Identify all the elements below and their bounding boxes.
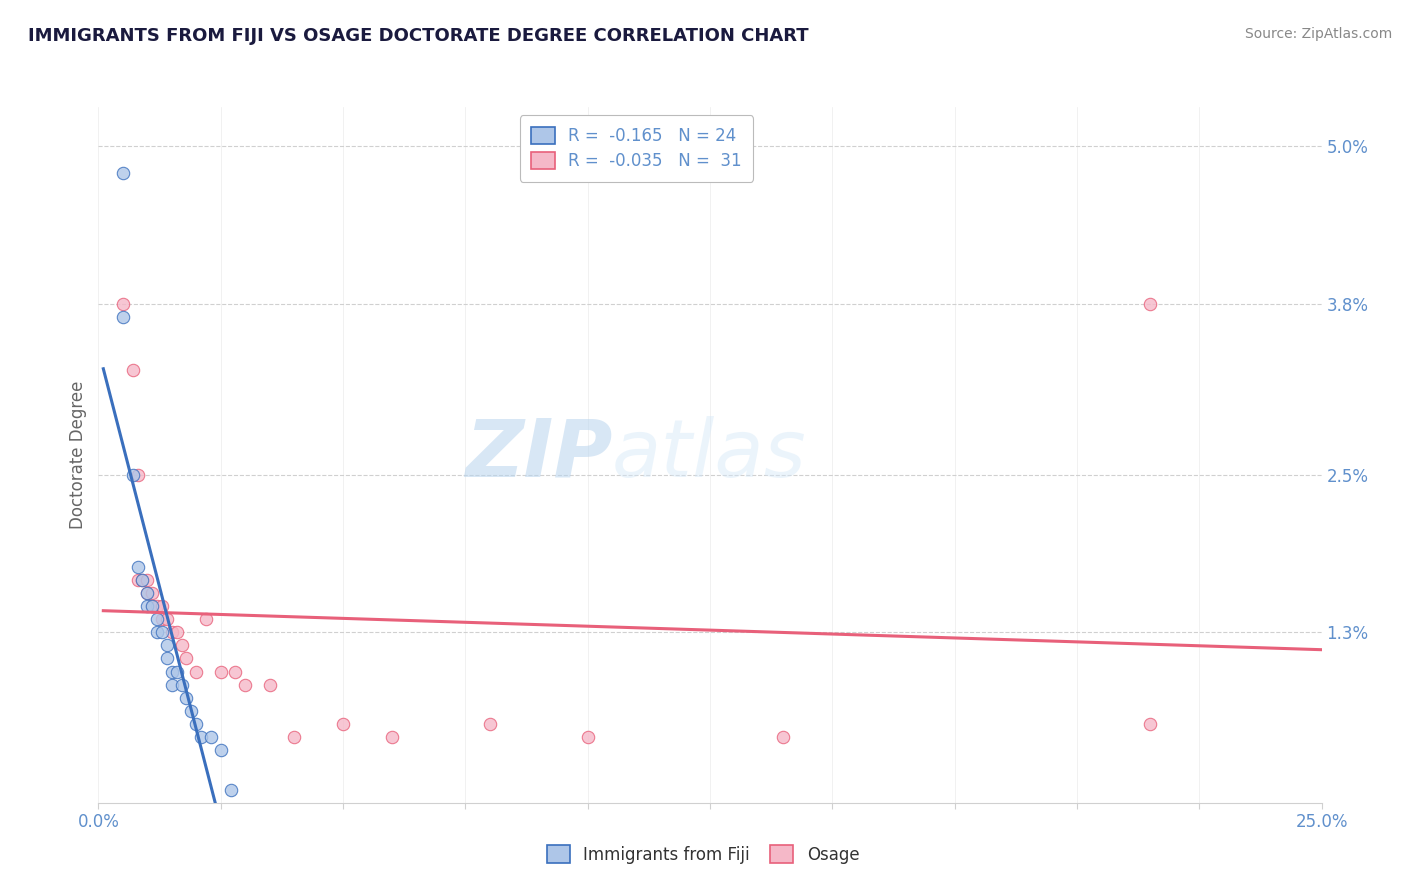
Point xyxy=(146,599,169,613)
Legend: Immigrants from Fiji, Osage: Immigrants from Fiji, Osage xyxy=(540,838,866,871)
Point xyxy=(209,743,232,757)
Point xyxy=(156,638,179,652)
Point xyxy=(121,362,143,376)
Point xyxy=(200,730,222,744)
Point xyxy=(136,573,159,587)
Point xyxy=(576,730,599,744)
Legend: R =  -0.165   N = 24, R =  -0.035   N =  31: R = -0.165 N = 24, R = -0.035 N = 31 xyxy=(520,115,754,182)
Point xyxy=(160,678,183,692)
Point xyxy=(156,612,179,626)
Text: ZIP: ZIP xyxy=(465,416,612,494)
Point xyxy=(111,297,134,311)
Point xyxy=(186,717,208,731)
Point xyxy=(150,625,173,640)
Point xyxy=(166,665,188,679)
Point xyxy=(160,625,183,640)
Point xyxy=(146,625,169,640)
Point xyxy=(160,665,183,679)
Point xyxy=(772,730,794,744)
Point xyxy=(136,586,159,600)
Text: IMMIGRANTS FROM FIJI VS OSAGE DOCTORATE DEGREE CORRELATION CHART: IMMIGRANTS FROM FIJI VS OSAGE DOCTORATE … xyxy=(28,27,808,45)
Point xyxy=(180,704,202,718)
Point xyxy=(150,612,173,626)
Point xyxy=(283,730,305,744)
Point xyxy=(1139,717,1161,731)
Point xyxy=(127,573,149,587)
Point xyxy=(141,586,163,600)
Point xyxy=(381,730,404,744)
Point xyxy=(186,665,208,679)
Point xyxy=(111,310,134,324)
Point xyxy=(136,586,159,600)
Point xyxy=(170,638,193,652)
Point xyxy=(141,599,163,613)
Point xyxy=(121,467,143,482)
Point xyxy=(150,599,173,613)
Point xyxy=(176,690,198,705)
Text: Source: ZipAtlas.com: Source: ZipAtlas.com xyxy=(1244,27,1392,41)
Point xyxy=(166,625,188,640)
Point xyxy=(195,612,218,626)
Y-axis label: Doctorate Degree: Doctorate Degree xyxy=(69,381,87,529)
Text: atlas: atlas xyxy=(612,416,807,494)
Point xyxy=(131,573,153,587)
Point xyxy=(111,166,134,180)
Point xyxy=(233,678,256,692)
Point xyxy=(219,782,242,797)
Point xyxy=(141,599,163,613)
Point xyxy=(156,651,179,665)
Point xyxy=(127,467,149,482)
Point xyxy=(146,612,169,626)
Point xyxy=(131,573,153,587)
Point xyxy=(224,665,246,679)
Point xyxy=(190,730,212,744)
Point xyxy=(332,717,354,731)
Point xyxy=(127,559,149,574)
Point xyxy=(209,665,232,679)
Point xyxy=(478,717,501,731)
Point xyxy=(136,599,159,613)
Point xyxy=(259,678,281,692)
Point xyxy=(170,678,193,692)
Point xyxy=(176,651,198,665)
Point xyxy=(1139,297,1161,311)
